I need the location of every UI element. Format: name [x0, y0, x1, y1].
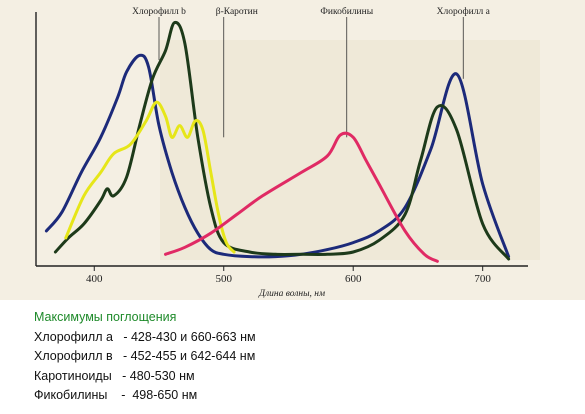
- annotation-label: Фикобилины: [320, 6, 373, 17]
- series-line-chl_b: [44, 53, 511, 259]
- absorption-chart: Хлорофилл b β-Каротин Фикобилины Хлорофилл …: [0, 0, 585, 300]
- annotation-label: β-Каротин: [216, 7, 258, 17]
- annotation-label: Хлорофилл a: [437, 6, 491, 17]
- x-tick-label: 500: [215, 273, 232, 285]
- series-line-carotenoid: [64, 100, 236, 254]
- legend-header: Максимумы поглощения: [34, 310, 177, 324]
- legend-row-chlorophyll-b: Хлорофилл в - 452-455 и 642-644 нм: [34, 349, 256, 364]
- tick-labels: 400 500 600 700: [86, 266, 491, 285]
- series-lines: [44, 20, 511, 263]
- legend-row-chlorophyll-a: Хлорофилл а - 428-430 и 660-663 нм: [34, 329, 256, 344]
- x-tick-label: 400: [86, 273, 103, 285]
- series-line-phycobilin: [164, 131, 439, 263]
- annotations: Хлорофилл b β-Каротин Фикобилины Хлорофилл …: [132, 6, 491, 138]
- x-axis-label: Длина волны, нм: [258, 289, 325, 299]
- legend-row-phycobilins: Фикобилины - 498-650 нм: [34, 388, 198, 403]
- x-tick-label: 600: [345, 273, 362, 285]
- absorption-maxima-legend: Максимумы поглощения Хлорофилл а - 428-4…: [34, 308, 454, 406]
- chart-svg: Хлорофилл b β-Каротин Фикобилины Хлорофилл …: [0, 0, 585, 300]
- axes: [35, 12, 528, 267]
- x-tick-label: 700: [474, 273, 491, 285]
- series-line-chl_a: [53, 20, 511, 261]
- legend-row-carotenoids: Каротиноиды - 480-530 нм: [34, 368, 195, 383]
- annotation-label: Хлорофилл b: [132, 6, 186, 17]
